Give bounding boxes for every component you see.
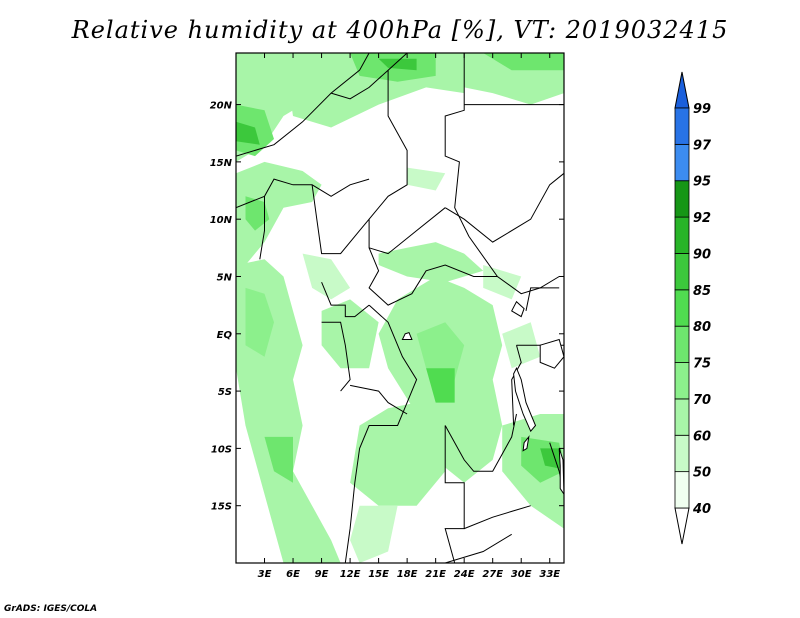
colorbar-label-90: 90 <box>693 247 711 262</box>
colorbar-segment-97 <box>674 107 690 145</box>
lakes <box>401 300 564 496</box>
colorbar-segment-95 <box>674 143 690 182</box>
colorbar-segment-60 <box>674 398 690 436</box>
boundary-line-16 <box>464 505 531 530</box>
humidity-region-9 <box>483 53 564 71</box>
lon-tick-label: 30E <box>511 569 532 580</box>
humidity-region-15 <box>245 287 274 357</box>
colorbar-label-40: 40 <box>692 502 711 517</box>
humidity-shading <box>236 53 564 563</box>
colorbar-label-97: 97 <box>693 138 712 153</box>
boundary-line-15 <box>444 425 465 563</box>
colorbar-segment-92 <box>674 180 690 218</box>
lon-tick-label: 15E <box>368 569 389 580</box>
colorbar-segment-50 <box>674 434 690 473</box>
humidity-region-13 <box>483 265 522 300</box>
lon-tick-label: 9E <box>315 569 329 580</box>
lake-outline-3 <box>558 448 564 496</box>
lat-tick-label: 10N <box>210 215 233 226</box>
humidity-region-16 <box>264 436 293 483</box>
humidity-region-11 <box>302 253 351 300</box>
chart-title: Relative humidity at 400hPa [%], VT: 201… <box>71 16 729 44</box>
lon-tick-label: 21E <box>425 569 446 580</box>
colorbar-label-95: 95 <box>693 175 711 190</box>
map-frame <box>235 52 565 564</box>
lon-tick-label: 12E <box>340 569 361 580</box>
boundary-line-20 <box>525 287 560 312</box>
colorbar-segment-80 <box>674 289 690 327</box>
colorbar-segment-75 <box>674 325 690 363</box>
lon-tick-label: 3E <box>258 569 272 580</box>
boundary-line-3 <box>444 53 560 295</box>
colorbar-label-70: 70 <box>693 393 711 408</box>
colorbar: 40 50 60 70 75 80 85 90 92 95 97 99 <box>674 71 712 545</box>
country-boundaries <box>236 53 564 563</box>
lon-tick-label: 27E <box>482 569 503 580</box>
boundary-line-5 <box>444 172 564 243</box>
lake-outline-2 <box>522 435 530 452</box>
lat-tick-label: 10S <box>211 444 232 455</box>
boundary-line-11 <box>321 321 351 392</box>
lake-outline-5 <box>401 331 413 340</box>
boundary-line-13 <box>350 384 408 415</box>
axis-ticks: 3E 6E 9E 12E 15E 18E 21E 24E 27E 30E 33E 20N 15N 10N 5… <box>210 53 564 580</box>
humidity-region-2 <box>236 121 260 145</box>
lake-outline-0 <box>513 367 537 433</box>
humidity-region-12 <box>378 242 484 283</box>
boundary-line-1 <box>330 53 408 100</box>
colorbar-segment-70 <box>674 362 690 400</box>
colorbar-below-arrow <box>674 507 690 545</box>
lat-tick-label: 5S <box>218 387 232 398</box>
humidity-region-10 <box>407 167 446 191</box>
lon-tick-label: 18E <box>397 569 418 580</box>
credit-label: GrADS: IGES/COLA <box>4 604 98 614</box>
lake-outline-4 <box>511 300 525 318</box>
lon-tick-label: 24E <box>454 569 475 580</box>
boundary-line-7 <box>236 178 370 209</box>
humidity-region-3 <box>236 161 322 265</box>
lat-tick-label: 20N <box>210 101 233 112</box>
colorbar-label-60: 60 <box>693 429 711 444</box>
lat-tick-label: 5N <box>217 272 233 283</box>
colorbar-segment-40 <box>674 471 690 509</box>
lat-tick-label: 15S <box>211 502 232 513</box>
boundary-line-0 <box>236 53 370 157</box>
humidity-region-4 <box>245 196 270 231</box>
colorbar-segment-90 <box>674 216 690 254</box>
colorbar-above-arrow <box>674 71 690 109</box>
humidity-region-18 <box>350 402 446 506</box>
colorbar-label-50: 50 <box>693 466 711 481</box>
lon-tick-label: 33E <box>539 569 560 580</box>
lon-tick-label: 6E <box>286 569 300 580</box>
humidity-region-7 <box>378 58 417 71</box>
colorbar-label-99: 99 <box>693 102 711 117</box>
boundary-line-2 <box>368 70 446 255</box>
lat-tick-label: EQ <box>217 330 233 341</box>
humidity-region-24 <box>521 436 564 483</box>
colorbar-label-92: 92 <box>693 211 711 226</box>
boundary-line-8 <box>259 196 265 260</box>
boundary-line-12 <box>344 304 418 563</box>
boundary-line-6 <box>368 247 498 306</box>
lake-outline-1 <box>539 338 564 369</box>
lat-tick-label: 15N <box>210 158 233 169</box>
colorbar-segment-85 <box>674 253 690 291</box>
colorbar-label-80: 80 <box>693 320 711 335</box>
boundary-line-9 <box>311 184 370 255</box>
humidity-region-22 <box>426 368 455 403</box>
colorbar-label-75: 75 <box>693 357 711 372</box>
humidity-region-19 <box>350 505 398 563</box>
colorbar-label-85: 85 <box>693 284 711 299</box>
humidity-region-17 <box>321 299 379 369</box>
boundary-line-14 <box>444 413 517 472</box>
boundary-line-10 <box>321 282 370 318</box>
humidity-region-21 <box>416 322 465 380</box>
map-area: 3E 6E 9E 12E 15E 18E 21E 24E 27E 30E 33E 20N 15N 10N 5… <box>210 52 565 580</box>
boundary-line-17 <box>445 533 512 563</box>
